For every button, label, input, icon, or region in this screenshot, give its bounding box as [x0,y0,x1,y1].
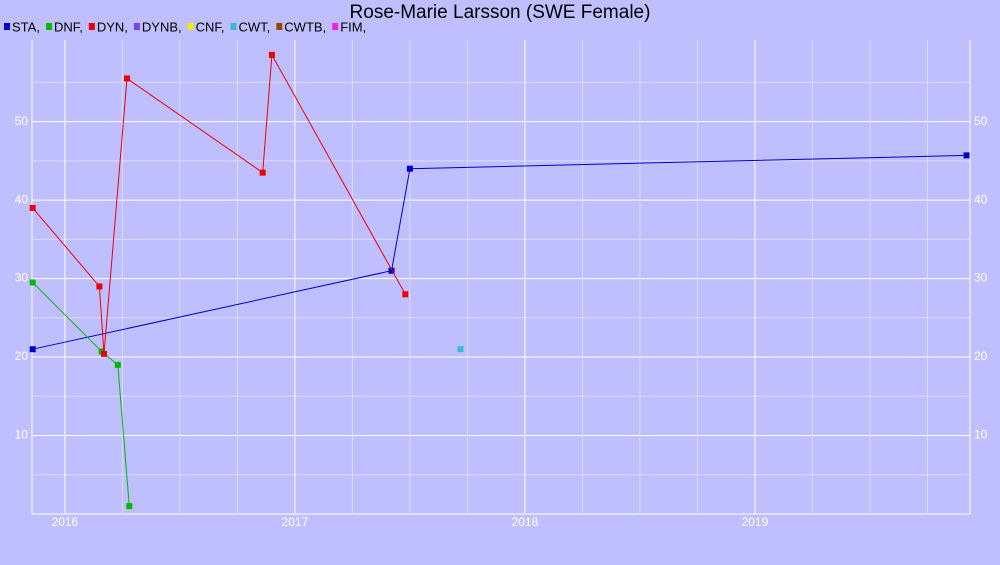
point [96,283,103,290]
y2-tick-label: 10 [974,428,988,442]
point [259,169,266,176]
point [963,152,970,159]
legend-swatch [133,23,140,30]
point [406,165,413,172]
legend-swatch [88,23,95,30]
y2-tick-label: 40 [974,192,988,206]
legend-label: CNF, [196,19,225,34]
legend-swatch [230,23,237,30]
point [457,346,464,353]
y-tick-label: 40 [15,192,29,206]
x-tick-label: 2018 [512,515,539,529]
y-tick-label: 50 [15,114,29,128]
legend-label: DYNB, [142,19,182,34]
y-tick-label: 20 [15,349,29,363]
legend-swatch [45,23,52,30]
legend-swatch [332,23,339,30]
point [29,279,36,286]
y-tick-label: 30 [15,271,29,285]
y2-tick-label: 30 [974,271,988,285]
point [100,350,107,357]
series-line [32,282,130,507]
legend-label: DNF, [54,19,83,34]
legend-label: STA, [12,19,40,34]
legend-swatch [276,23,283,30]
point [29,346,36,353]
y-tick-label: 10 [15,428,29,442]
legend-label: CWT, [239,19,271,34]
point [114,361,121,368]
x-tick-label: 2016 [52,515,79,529]
y2-tick-label: 50 [974,114,988,128]
y2-tick-label: 20 [974,349,988,363]
point [402,291,409,298]
x-tick-label: 2017 [282,515,309,529]
legend-label: DYN, [97,19,128,34]
point [268,51,275,58]
legend-swatch [187,23,194,30]
series-line [32,154,967,350]
legend-swatch [4,23,10,30]
point [29,204,36,211]
legend-label: FIM, [340,19,366,34]
point [123,75,130,82]
chart-title: Rose-Marie Larsson (SWE Female) [350,2,651,23]
legend-label: CWTB, [284,19,326,34]
x-tick-label: 2019 [742,515,769,529]
point [388,267,395,274]
point [126,503,133,510]
